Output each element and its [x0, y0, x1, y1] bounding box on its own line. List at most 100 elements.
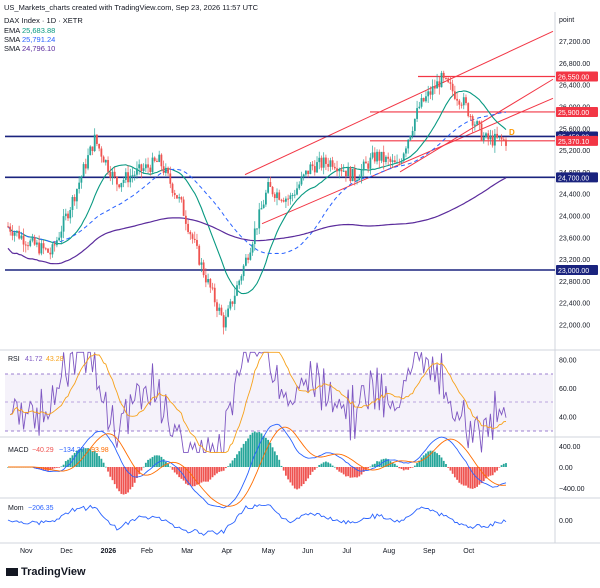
- tradingview-logo-icon: [6, 568, 18, 577]
- macd-histogram-bar: [51, 467, 54, 470]
- tradingview-logo[interactable]: TradingView: [6, 566, 86, 578]
- macd-histogram-bar: [489, 467, 492, 476]
- candle-body: [242, 265, 245, 277]
- candle-body: [318, 157, 321, 163]
- candle-body: [462, 97, 465, 106]
- candle-body: [15, 230, 18, 233]
- horizontal-levels[interactable]: [5, 75, 555, 271]
- time-axis[interactable]: Nov Dec 2026 Feb Mar Apr May Jun Jul Aug Sep Oct: [20, 548, 474, 555]
- macd-histogram-bar: [160, 456, 163, 467]
- candle-body: [98, 143, 101, 149]
- rsi-tick-label: 60.00: [559, 386, 577, 393]
- candle-body: [129, 175, 132, 183]
- candle-body: [87, 155, 89, 169]
- candle-body: [467, 103, 470, 117]
- candle-body: [236, 285, 238, 296]
- candle-body: [142, 168, 145, 171]
- candle-body: [251, 244, 254, 253]
- price-axis[interactable]: 27,200.0026,800.0026,400.0026,000.0025,6…: [559, 39, 590, 329]
- macd-histogram-bar: [218, 467, 221, 472]
- macd-histogram-bar: [485, 467, 487, 479]
- candle-body: [340, 169, 343, 172]
- macd-histogram-bar: [411, 467, 414, 468]
- candle-body: [367, 163, 370, 169]
- macd-histogram-bar: [113, 467, 116, 485]
- macd-histogram-bar: [500, 465, 503, 467]
- rsi-pane[interactable]: 80.00 60.00 40.00: [9, 351, 577, 453]
- macd-histogram-bar: [278, 459, 281, 467]
- macd-histogram-bar: [131, 467, 134, 487]
- time-tick-label: Oct: [463, 548, 474, 555]
- rsi-tick-label: 80.00: [559, 357, 577, 364]
- candle-body: [458, 100, 461, 105]
- macd-histogram-bar: [129, 467, 132, 490]
- candle-body: [369, 157, 372, 169]
- candle-body: [256, 228, 258, 230]
- macd-histogram-bar: [104, 466, 107, 468]
- pattern-marker: D: [509, 128, 515, 137]
- candle-body: [56, 240, 58, 246]
- candle-body: [89, 146, 92, 156]
- candle-body: [218, 307, 221, 311]
- candle-body: [402, 153, 405, 161]
- macd-histogram-bar: [305, 467, 307, 482]
- macd-histogram-bar: [84, 448, 87, 467]
- price-tick-label: 22,400.00: [559, 301, 590, 308]
- macd-pane[interactable]: 400.00 0.00 −400.00: [7, 423, 585, 509]
- trend-channel[interactable]: [244, 30, 554, 225]
- candle-body: [422, 98, 425, 102]
- candle-body: [411, 130, 414, 136]
- price-tick-label: 24,400.00: [559, 192, 590, 199]
- price-badge-label: 25,370.10: [558, 139, 589, 146]
- price-tick-label: 23,600.00: [559, 235, 590, 242]
- macd-tick-label: −400.00: [559, 486, 585, 493]
- candle-body: [78, 182, 81, 190]
- candle-body: [222, 315, 225, 328]
- candlesticks: [7, 70, 507, 335]
- macd-histogram-bar: [376, 461, 378, 467]
- candle-body: [13, 232, 16, 236]
- candle-body: [331, 160, 334, 167]
- candle-body: [238, 280, 241, 286]
- macd-histogram-bar: [236, 454, 238, 467]
- macd-histogram-bar: [440, 457, 443, 467]
- macd-histogram-bar: [149, 458, 152, 467]
- candle-body: [109, 171, 112, 178]
- time-tick-label: 2026: [101, 548, 117, 555]
- macd-histogram-bar: [493, 467, 496, 473]
- macd-histogram-bar: [338, 467, 341, 472]
- channel-lower-line: [261, 97, 554, 225]
- candle-body: [36, 242, 38, 245]
- candle-body: [416, 108, 418, 119]
- candle-body: [382, 151, 385, 163]
- price-badge: [556, 71, 598, 82]
- candle-body: [465, 97, 467, 104]
- candle-body: [193, 238, 196, 240]
- macd-histogram-bar: [311, 467, 314, 472]
- candle-body: [69, 209, 72, 219]
- time-tick-label: Sep: [423, 548, 436, 555]
- candle-body: [329, 160, 332, 167]
- candle-body: [438, 81, 441, 88]
- candle-body: [427, 91, 430, 97]
- macd-histogram-bar: [298, 467, 301, 489]
- rsi-ma-line: [10, 351, 507, 453]
- momentum-pane[interactable]: 0.00: [7, 504, 573, 536]
- macd-histogram-bar: [264, 437, 267, 467]
- candle-body: [322, 157, 325, 168]
- candle-body: [158, 154, 161, 162]
- macd-histogram-bar: [436, 453, 438, 467]
- sma50-legend: SMA 25,791.24: [4, 35, 56, 44]
- candle-body: [320, 157, 323, 168]
- macd-histogram-bar: [456, 467, 458, 480]
- macd-histogram-bar: [49, 467, 52, 471]
- candle-body: [269, 182, 272, 187]
- macd-histogram-bar: [242, 443, 245, 467]
- macd-histogram-bar: [471, 467, 474, 489]
- candle-body: [442, 72, 445, 78]
- macd-histogram-bar: [187, 467, 189, 486]
- price-axis-title: point: [559, 17, 574, 24]
- macd-histogram-bar: [460, 467, 463, 485]
- macd-histogram-bar: [445, 464, 447, 467]
